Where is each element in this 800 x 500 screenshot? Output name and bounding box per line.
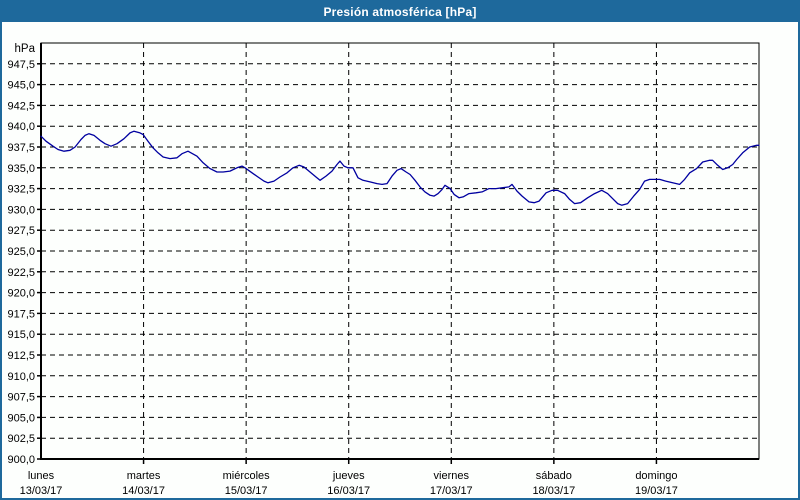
weekday-label: jueves — [332, 470, 365, 482]
y-tick-label: 932,5 — [7, 184, 35, 196]
y-tick-label: 905,0 — [7, 412, 35, 424]
weekday-label: martes — [127, 470, 161, 482]
y-tick-label: 917,5 — [7, 308, 35, 320]
chart-area: 947,5 945,0 942,5 940,0 937,5 935,0 932,5 930,0… — [2, 22, 798, 498]
y-tick-label: 912,5 — [7, 350, 35, 362]
weekday-label: lunes — [28, 470, 55, 482]
date-label: 13/03/17 — [20, 485, 63, 497]
y-tick-label: 927,5 — [7, 225, 35, 237]
date-label: 19/03/17 — [635, 485, 678, 497]
date-label: 18/03/17 — [532, 485, 575, 497]
y-tick-label: 930,0 — [7, 204, 35, 216]
y-tick-label: 945,0 — [7, 80, 35, 92]
pressure-series-line — [40, 130, 760, 206]
window-title: Presión atmosférica [hPa] — [323, 5, 477, 19]
y-tick-label: 925,0 — [7, 246, 35, 258]
weekday-label: sábado — [536, 470, 572, 482]
weekday-label: domingo — [635, 470, 677, 482]
y-tick-label: 922,5 — [7, 267, 35, 279]
y-tick-label: 910,0 — [7, 371, 35, 383]
y-tick-label: 920,0 — [7, 288, 35, 300]
date-label: 14/03/17 — [122, 485, 165, 497]
y-tick-label: 937,5 — [7, 142, 35, 154]
window-titlebar: Presión atmosférica [hPa] — [2, 2, 798, 22]
y-tick-label: 907,5 — [7, 392, 35, 404]
pressure-line-chart: 947,5 945,0 942,5 940,0 937,5 935,0 932,5 930,0… — [7, 42, 760, 497]
weekday-label: miércoles — [223, 470, 271, 482]
date-label: 17/03/17 — [430, 485, 473, 497]
y-tick-label: 942,5 — [7, 100, 35, 112]
y-axis-unit-label: hPa — [15, 43, 36, 55]
y-tick-label: 900,0 — [7, 454, 35, 466]
y-tick-label: 947,5 — [7, 59, 35, 71]
y-tick-label: 935,0 — [7, 163, 35, 175]
date-label: 15/03/17 — [225, 485, 268, 497]
weekday-label: viernes — [434, 470, 470, 482]
plot-border — [40, 42, 760, 460]
y-tick-label: 940,0 — [7, 121, 35, 133]
date-label: 16/03/17 — [327, 485, 370, 497]
y-tick-label: 902,5 — [7, 433, 35, 445]
y-tick-label: 915,0 — [7, 329, 35, 341]
